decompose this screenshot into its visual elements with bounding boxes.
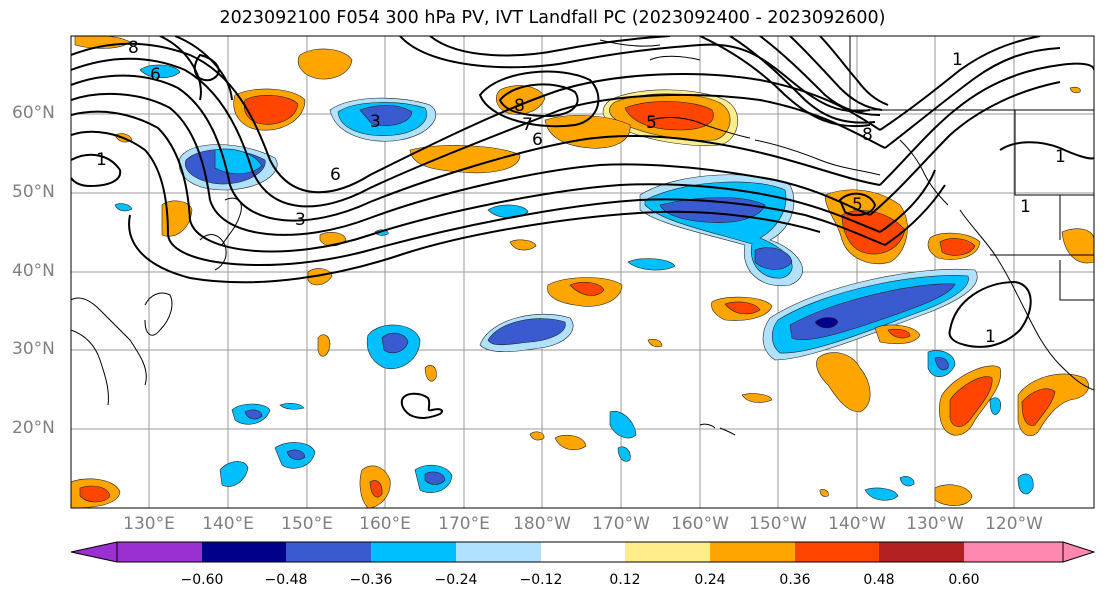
contour-label: 1 xyxy=(1020,197,1031,217)
contour-label: 6 xyxy=(330,165,341,185)
lat-label-50n: 50°N xyxy=(12,182,55,202)
contour-label: 1 xyxy=(952,50,963,70)
colorbar-tick-label: −0.12 xyxy=(519,572,563,588)
contour-label: 3 xyxy=(295,210,306,230)
lon-label: 160°W xyxy=(671,514,729,534)
colorbar-segment xyxy=(1063,542,1094,562)
lon-label: 170°E xyxy=(438,514,490,534)
lon-label: 150°E xyxy=(281,514,333,534)
colorbar-segment xyxy=(795,542,879,562)
lon-label: 180°W xyxy=(513,514,571,534)
contour-label: 1 xyxy=(1055,147,1066,167)
contour-label: 8 xyxy=(514,96,525,116)
contour-label: 6 xyxy=(150,65,161,85)
lon-label: 130°E xyxy=(123,514,175,534)
lon-label: 130°W xyxy=(906,514,964,534)
colorbar-segment xyxy=(371,542,456,562)
contour-label: 5 xyxy=(852,195,863,215)
contour-label: 8 xyxy=(128,38,139,58)
colorbar-tick-label: −0.60 xyxy=(180,572,224,588)
lon-label: 160°E xyxy=(359,514,411,534)
colorbar-segment xyxy=(202,542,286,562)
lat-label-40n: 40°N xyxy=(12,261,55,281)
contour-label: 6 xyxy=(532,130,543,150)
map-title: 2023092100 F054 300 hPa PV, IVT Landfall… xyxy=(219,8,886,28)
colorbar-segment xyxy=(710,542,795,562)
colorbar-segment xyxy=(71,542,117,562)
lon-label: 140°E xyxy=(202,514,254,534)
colorbar-segment xyxy=(286,542,371,562)
lon-label: 140°W xyxy=(828,514,886,534)
colorbar-right-extension xyxy=(1062,541,1096,563)
lat-label-60n: 60°N xyxy=(12,103,55,123)
colorbar-tick-label: 0.48 xyxy=(863,572,895,588)
colorbar-tick-label: −0.24 xyxy=(434,572,478,588)
colorbar-frame xyxy=(116,541,1064,563)
colorbar-segment xyxy=(964,542,1063,562)
contour-label: 7 xyxy=(522,115,533,135)
map-frame xyxy=(70,35,1095,509)
coastlines xyxy=(71,36,1094,436)
colorbar-tick-label: 0.24 xyxy=(694,572,726,588)
lon-label: 120°W xyxy=(985,514,1043,534)
lon-label: 150°W xyxy=(749,514,807,534)
pv-contours xyxy=(71,36,1094,419)
colorbar-segment xyxy=(625,542,710,562)
colorbar-segment xyxy=(117,542,202,562)
contour-label: 1 xyxy=(96,150,107,170)
contour-label: 5 xyxy=(646,113,657,133)
colorbar-tick-label: −0.36 xyxy=(349,572,393,588)
colorbar-segment xyxy=(879,542,964,562)
colorbar-tick-label: 0.12 xyxy=(609,572,641,588)
lat-label-20n: 20°N xyxy=(12,418,55,438)
contour-label-group: 8 6 3 7 6 1 6 3 8 5 8 1 5 1 1 1 xyxy=(96,38,1066,347)
lat-label-30n: 30°N xyxy=(12,339,55,359)
colorbar-tick-label: 0.36 xyxy=(779,572,811,588)
colorbar-left-extension xyxy=(70,541,118,563)
lon-label: 170°W xyxy=(592,514,650,534)
colorbar-segment xyxy=(456,542,541,562)
colorbar-tick-label: −0.48 xyxy=(264,572,308,588)
colorbar-segment xyxy=(541,542,625,562)
colorbar-tick-label: 0.60 xyxy=(948,572,980,588)
contour-label: 3 xyxy=(370,112,381,132)
contour-label: 8 xyxy=(862,125,873,145)
contour-label: 1 xyxy=(985,327,996,347)
